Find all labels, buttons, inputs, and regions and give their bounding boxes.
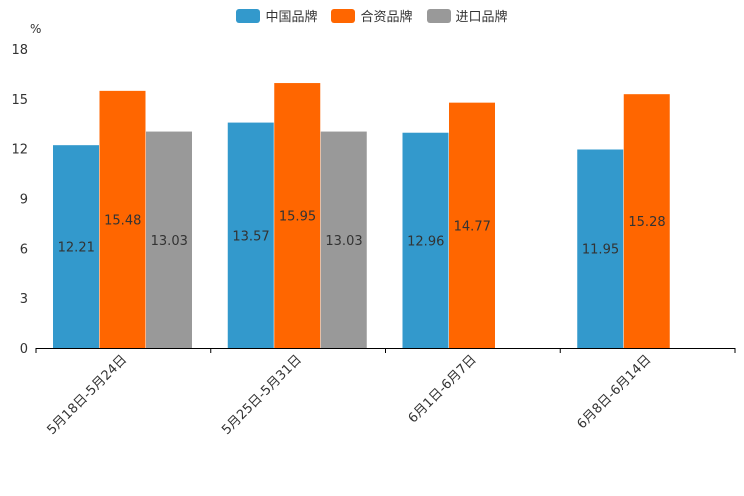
legend-label-china: 中国品牌 — [265, 10, 318, 25]
legend: 中国品牌 合资品牌 进口品牌 — [0, 6, 744, 25]
bar-data-label: 14.77 — [454, 219, 491, 234]
bar-data-label: 15.28 — [628, 215, 665, 230]
x-tick-label: 5月18日-5月24日 — [44, 352, 130, 438]
y-tick-label: 3 — [20, 292, 28, 307]
legend-label-import: 进口品牌 — [455, 10, 508, 25]
bar-data-label: 12.96 — [407, 234, 444, 249]
bar-data-label: 13.03 — [151, 234, 188, 249]
y-tick-label: 12 — [11, 143, 28, 158]
legend-swatch-import — [426, 8, 451, 23]
x-tick-label: 5月25日-5月31日 — [219, 352, 305, 438]
bar — [577, 149, 624, 348]
bar-data-label: 15.95 — [279, 210, 316, 225]
bar — [623, 94, 670, 348]
bar — [53, 145, 99, 348]
legend-item-import[interactable]: 进口品牌 — [426, 6, 508, 25]
bar — [320, 131, 367, 348]
bar-data-label: 12.21 — [58, 241, 95, 256]
bar — [402, 132, 449, 348]
bar — [227, 122, 274, 348]
bar — [449, 102, 495, 348]
y-tick-label: 6 — [20, 242, 28, 257]
legend-swatch-china — [236, 8, 261, 23]
y-axis-unit: % — [30, 22, 42, 36]
bar-data-label: 13.03 — [325, 234, 362, 249]
x-tick-label: 6月1日-6月7日 — [406, 352, 480, 426]
bar — [146, 131, 192, 348]
bar-data-label: 15.48 — [104, 213, 141, 228]
bar-data-label: 11.95 — [582, 243, 619, 258]
y-tick-label: 15 — [11, 93, 28, 108]
legend-item-china[interactable]: 中国品牌 — [236, 6, 317, 25]
y-tick-label: 18 — [11, 43, 28, 58]
legend-swatch-joint — [331, 8, 356, 23]
legend-label-joint: 合资品牌 — [360, 10, 413, 25]
y-tick-label: 9 — [20, 193, 28, 208]
bar-data-label: 13.57 — [232, 229, 269, 244]
x-tick-label: 6月8日-6月14日 — [575, 352, 655, 432]
bar — [99, 90, 146, 349]
y-tick-label: 0 — [20, 342, 28, 357]
bar — [274, 83, 321, 348]
legend-item-joint[interactable]: 合资品牌 — [331, 6, 413, 25]
